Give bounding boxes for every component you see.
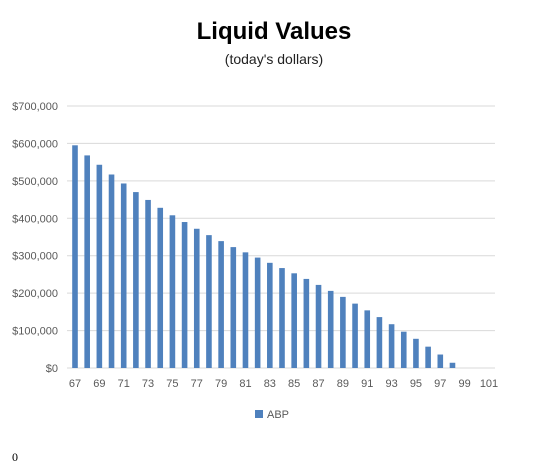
bar bbox=[254, 257, 261, 368]
x-tick-label: 73 bbox=[142, 378, 154, 390]
bar bbox=[449, 362, 456, 368]
bar bbox=[327, 290, 334, 368]
bar bbox=[267, 262, 273, 368]
x-tick-label: 101 bbox=[480, 378, 498, 390]
bar bbox=[303, 278, 310, 368]
x-tick-label: 91 bbox=[361, 378, 373, 390]
x-tick-label: 71 bbox=[118, 378, 130, 390]
x-tick-label: 87 bbox=[312, 378, 324, 390]
bar bbox=[340, 296, 346, 368]
bar bbox=[72, 145, 78, 368]
bar bbox=[279, 268, 285, 368]
x-tick-label: 67 bbox=[69, 378, 81, 390]
bar bbox=[169, 215, 176, 368]
legend: ABP bbox=[255, 409, 289, 421]
chart-title: Liquid Values bbox=[197, 18, 352, 45]
y-tick-label: $600,000 bbox=[12, 138, 58, 150]
x-tick-label: 93 bbox=[385, 378, 397, 390]
legend-swatch-abp bbox=[255, 410, 263, 418]
bar bbox=[242, 252, 249, 368]
x-tick-label: 79 bbox=[215, 378, 227, 390]
bar bbox=[388, 324, 395, 368]
chart-subtitle: (today's dollars) bbox=[225, 51, 323, 67]
bar bbox=[437, 354, 444, 368]
y-tick-label: $500,000 bbox=[12, 176, 58, 188]
bar bbox=[400, 331, 407, 368]
bar bbox=[315, 284, 322, 368]
x-tick-label: 97 bbox=[434, 378, 446, 390]
y-tick-label: $200,000 bbox=[12, 288, 58, 300]
y-tick-label: $300,000 bbox=[12, 251, 58, 263]
footer-note: 0 bbox=[12, 450, 18, 464]
bar bbox=[96, 164, 103, 368]
x-tick-label: 95 bbox=[410, 378, 422, 390]
bar bbox=[133, 192, 139, 368]
y-tick-label: $400,000 bbox=[12, 213, 58, 225]
y-tick-label: $0 bbox=[46, 363, 58, 375]
bars bbox=[72, 145, 456, 368]
bar bbox=[218, 241, 224, 368]
bar bbox=[230, 247, 237, 368]
bar bbox=[352, 303, 358, 368]
y-tick-label: $700,000 bbox=[12, 101, 58, 113]
x-tick-label: 85 bbox=[288, 378, 300, 390]
x-tick-label: 89 bbox=[337, 378, 349, 390]
x-tick-label: 75 bbox=[166, 378, 178, 390]
bar bbox=[120, 183, 127, 368]
x-tick-label: 99 bbox=[459, 378, 471, 390]
bar bbox=[364, 310, 371, 368]
x-tick-label: 81 bbox=[239, 378, 251, 390]
bar bbox=[413, 338, 419, 368]
bar bbox=[84, 155, 90, 368]
bar bbox=[193, 228, 200, 368]
y-tick-label: $100,000 bbox=[12, 326, 58, 338]
bar bbox=[425, 346, 431, 368]
bar bbox=[157, 207, 164, 368]
y-axis-ticks: $0 $100,000 $200,000 $300,000 $400,000 $500,0… bbox=[12, 101, 58, 375]
x-tick-label: 77 bbox=[191, 378, 203, 390]
x-axis-ticks: 67 69 71 73 75 77 79 81 83 85 87 89 91 93 95 97 99 101 bbox=[69, 378, 498, 390]
bar bbox=[376, 317, 383, 368]
x-tick-label: 69 bbox=[93, 378, 105, 390]
x-tick-label: 83 bbox=[264, 378, 276, 390]
bar bbox=[108, 174, 115, 368]
bar bbox=[206, 235, 212, 368]
liquid-values-chart: Liquid Values (today's dollars) $0 $100,0… bbox=[12, 18, 498, 421]
legend-label-abp: ABP bbox=[267, 409, 289, 421]
bar bbox=[181, 222, 188, 368]
bar bbox=[291, 273, 297, 368]
bar bbox=[145, 199, 151, 368]
